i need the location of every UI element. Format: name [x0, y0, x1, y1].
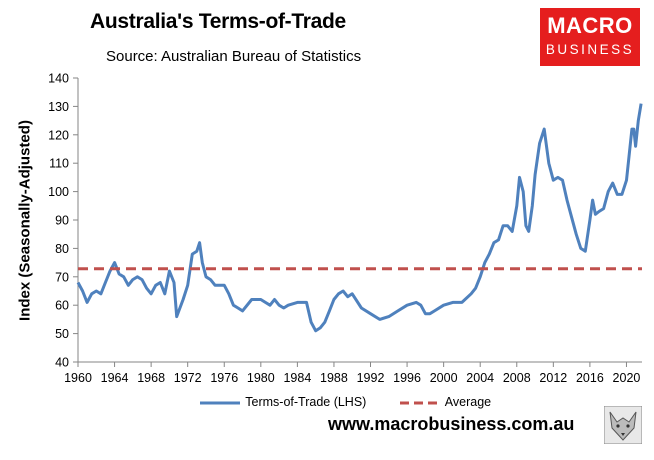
- x-tick-label: 2004: [466, 371, 494, 385]
- x-tick-label: 2000: [430, 371, 458, 385]
- y-tick-label: 70: [55, 270, 69, 284]
- x-tick-label: 1960: [64, 371, 92, 385]
- legend-swatch-dashed: [400, 401, 440, 405]
- y-tick-label: 90: [55, 214, 69, 228]
- x-tick-label: 1992: [357, 371, 385, 385]
- y-tick-label: 100: [48, 185, 69, 199]
- y-tick-label: 80: [55, 242, 69, 256]
- x-tick-label: 1996: [393, 371, 421, 385]
- logo-line-2: BUSINESS: [545, 42, 635, 57]
- x-tick-label: 1980: [247, 371, 275, 385]
- y-tick-label: 110: [49, 157, 69, 171]
- chart-title: Australia's Terms-of-Trade: [90, 10, 346, 33]
- x-tick-label: 2016: [576, 371, 604, 385]
- legend-item-terms-of-trade: Terms-of-Trade (LHS): [200, 395, 366, 409]
- x-tick-label: 2012: [539, 371, 567, 385]
- fox-mascot-icon: [604, 406, 642, 444]
- series-line-terms-of-trade: [76, 103, 643, 333]
- legend-swatch-solid: [200, 401, 240, 405]
- x-tick-label: 1964: [101, 371, 129, 385]
- y-tick-label: 40: [55, 356, 69, 370]
- y-tick-label: 140: [48, 72, 69, 86]
- x-tick-label: 1984: [283, 371, 311, 385]
- website-url: www.macrobusiness.com.au: [328, 414, 575, 434]
- legend-item-average: Average: [400, 395, 491, 409]
- x-tick-label: 2008: [503, 371, 531, 385]
- x-tick-label: 1968: [137, 371, 165, 385]
- x-tick-label: 1976: [210, 371, 238, 385]
- chart-subtitle: Source: Australian Bureau of Statistics: [106, 48, 362, 65]
- y-tick-label: 120: [48, 128, 69, 142]
- legend-label-terms-of-trade: Terms-of-Trade (LHS): [245, 395, 367, 409]
- x-tick-label: 2020: [613, 371, 641, 385]
- x-tick-label: 1988: [320, 371, 348, 385]
- logo-line-1: MACRO: [547, 13, 633, 38]
- y-tick-label: 130: [48, 100, 69, 114]
- x-tick-label: 1972: [174, 371, 202, 385]
- y-tick-label: 50: [55, 327, 69, 341]
- y-tick-label: 60: [55, 299, 69, 313]
- legend-label-average: Average: [444, 395, 492, 409]
- macrobusiness-logo: MACRO BUSINESS: [540, 8, 640, 66]
